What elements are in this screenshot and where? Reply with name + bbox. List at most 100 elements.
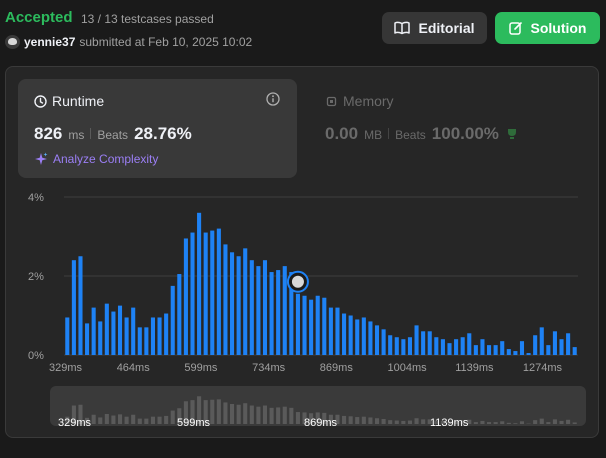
chart-bar[interactable] xyxy=(243,248,248,355)
chart-bar[interactable] xyxy=(361,317,366,355)
overview-bar xyxy=(315,412,320,424)
chart-bar[interactable] xyxy=(236,256,241,355)
chart-bar[interactable] xyxy=(572,347,577,355)
chart-bar[interactable] xyxy=(183,238,188,355)
chart-bar[interactable] xyxy=(454,339,459,355)
avatar[interactable] xyxy=(5,35,20,49)
overview-bar xyxy=(368,417,373,424)
chart-bar[interactable] xyxy=(473,345,478,355)
chart-bar[interactable] xyxy=(493,345,498,355)
chart-bar[interactable] xyxy=(170,285,175,355)
chart-bar[interactable] xyxy=(315,295,320,355)
chart-bar[interactable] xyxy=(269,272,274,355)
chart-bar[interactable] xyxy=(111,311,116,355)
chart-bar[interactable] xyxy=(190,232,195,355)
divider xyxy=(388,128,390,139)
chart-bar[interactable] xyxy=(157,317,162,355)
overview-bar xyxy=(440,420,445,424)
chart-bar[interactable] xyxy=(104,303,109,355)
chart-bar[interactable] xyxy=(559,339,564,355)
chart-bar[interactable] xyxy=(407,337,413,355)
info-icon[interactable] xyxy=(266,92,280,106)
chart-bar[interactable] xyxy=(85,323,90,355)
chart-bar[interactable] xyxy=(566,333,571,355)
chart-bar[interactable] xyxy=(78,256,83,355)
chart-bar[interactable] xyxy=(552,331,557,355)
chart-bar[interactable] xyxy=(374,325,380,355)
chart-bar[interactable] xyxy=(309,299,314,355)
overview-bar xyxy=(566,419,571,424)
chart-bar[interactable] xyxy=(513,351,518,355)
chart-bar[interactable] xyxy=(480,339,485,355)
chart-bar[interactable] xyxy=(216,228,221,355)
chart-bar[interactable] xyxy=(519,341,525,355)
chart-bar[interactable] xyxy=(203,232,208,355)
chart-bar[interactable] xyxy=(210,230,215,355)
chart-bar[interactable] xyxy=(282,266,287,355)
chart-bar[interactable] xyxy=(229,252,235,355)
chart-bar[interactable] xyxy=(467,333,472,355)
chip-icon xyxy=(326,96,337,106)
chart-bar[interactable] xyxy=(131,307,136,355)
analyze-label: Analyze Complexity xyxy=(53,152,159,166)
chart-bar[interactable] xyxy=(71,260,76,355)
chart-bar[interactable] xyxy=(276,270,281,355)
chart-bar[interactable] xyxy=(223,244,228,355)
chart-bar[interactable] xyxy=(150,317,156,355)
chart-bar[interactable] xyxy=(328,307,333,355)
chart-bar[interactable] xyxy=(65,317,70,355)
overview-bar xyxy=(302,412,307,424)
chart-bar[interactable] xyxy=(289,272,294,355)
chart-bar[interactable] xyxy=(381,329,386,355)
overview-bar xyxy=(493,422,498,424)
chart-bar[interactable] xyxy=(546,345,551,355)
chart-bar[interactable] xyxy=(197,212,202,355)
chart-bar[interactable] xyxy=(124,317,129,355)
chart-bar[interactable] xyxy=(401,339,406,355)
chart-bar[interactable] xyxy=(394,337,399,355)
analyze-complexity-link[interactable]: Analyze Complexity xyxy=(34,152,158,166)
username-link[interactable]: yennie37 xyxy=(24,35,76,49)
chart-bar[interactable] xyxy=(137,327,142,355)
chart-bar[interactable] xyxy=(295,293,300,355)
chart-bar[interactable] xyxy=(302,295,307,355)
chart-bar[interactable] xyxy=(144,327,149,355)
chart-bar[interactable] xyxy=(262,260,268,355)
editorial-button[interactable]: Editorial xyxy=(382,12,487,44)
chart-bar[interactable] xyxy=(427,331,432,355)
chart-bar[interactable] xyxy=(91,307,96,355)
chart-bar[interactable] xyxy=(322,297,327,355)
chart-bar[interactable] xyxy=(526,353,531,355)
chart-bar[interactable] xyxy=(447,343,452,355)
chart-bar[interactable] xyxy=(500,341,505,355)
runtime-card[interactable] xyxy=(18,79,297,178)
overview-bar xyxy=(361,416,366,424)
chart-bar[interactable] xyxy=(177,274,182,355)
chart-bar[interactable] xyxy=(98,321,103,355)
chart-bar[interactable] xyxy=(249,260,254,355)
chart-bar[interactable] xyxy=(388,335,393,355)
chart-bar[interactable] xyxy=(348,315,353,356)
chart-bar[interactable] xyxy=(355,319,360,355)
memory-header[interactable]: Memory xyxy=(325,93,394,109)
runtime-value: 826 xyxy=(34,124,63,143)
chart-bar[interactable] xyxy=(434,337,439,355)
overview-bar xyxy=(150,416,156,424)
chart-bar[interactable] xyxy=(533,335,538,355)
chart-bar[interactable] xyxy=(421,331,426,355)
overview-bar xyxy=(276,407,281,424)
chart-bar[interactable] xyxy=(117,305,123,355)
chart-bar[interactable] xyxy=(460,337,465,355)
chart-bar[interactable] xyxy=(335,307,340,355)
chart-bar[interactable] xyxy=(256,266,261,355)
chart-bar[interactable] xyxy=(414,325,419,355)
chart-bar[interactable] xyxy=(539,327,544,355)
chart-bar[interactable] xyxy=(368,321,373,355)
solution-button[interactable]: Solution xyxy=(495,12,600,44)
chart-bar[interactable] xyxy=(440,339,445,355)
chart-bar[interactable] xyxy=(506,349,511,355)
overview-bar xyxy=(467,419,472,424)
chart-bar[interactable] xyxy=(342,313,347,355)
chart-bar[interactable] xyxy=(486,345,492,355)
chart-bar[interactable] xyxy=(164,313,169,355)
